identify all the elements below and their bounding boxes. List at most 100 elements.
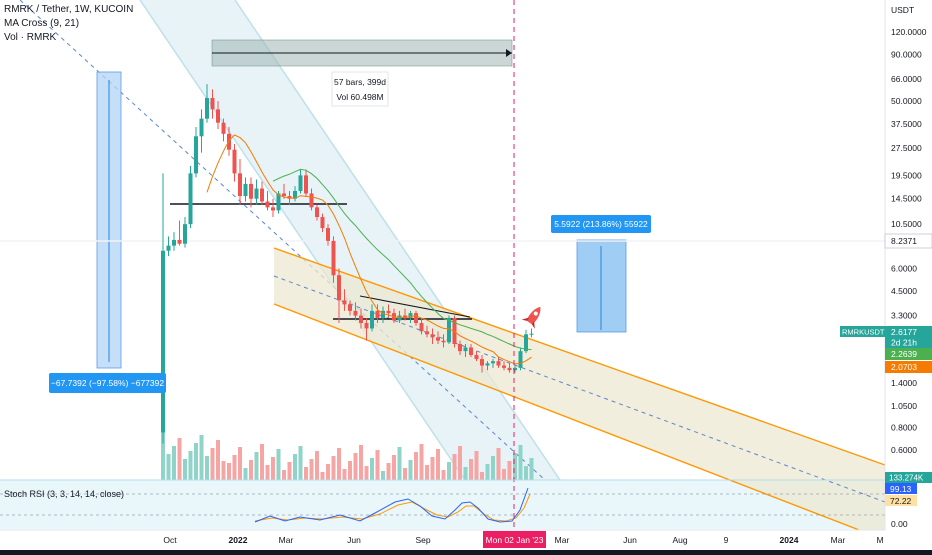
volume-bar bbox=[392, 455, 396, 480]
price-tick: 19.5000 bbox=[891, 170, 922, 180]
volume-bar bbox=[199, 435, 204, 480]
price-axis-bg bbox=[885, 0, 932, 550]
price-tick: 27.5000 bbox=[891, 143, 922, 153]
volume-bar bbox=[265, 465, 270, 480]
price-tick: 90.0000 bbox=[891, 50, 922, 60]
time-tick: 2024 bbox=[780, 535, 799, 545]
candle-body bbox=[403, 315, 407, 318]
time-tick: Oct bbox=[163, 535, 177, 545]
volume-bar bbox=[403, 468, 407, 480]
channel-upper-line bbox=[139, 0, 466, 481]
candle-body bbox=[414, 313, 418, 324]
volume-bar bbox=[496, 448, 501, 480]
symbol-tag-bg bbox=[840, 326, 885, 337]
volume-legend[interactable]: Vol · RMRK bbox=[4, 32, 57, 43]
candle-body bbox=[210, 97, 215, 110]
rise-measure-label: 5.5922 (213.86%) 55922 bbox=[554, 219, 648, 229]
stoch-d-value: 72.22 bbox=[890, 496, 912, 506]
volume-bar bbox=[298, 446, 303, 480]
volume-bar bbox=[441, 470, 446, 480]
range-arrow-head bbox=[506, 49, 512, 57]
candle-body bbox=[441, 340, 446, 343]
volume-bar bbox=[518, 445, 523, 480]
volume-bar bbox=[491, 456, 495, 480]
rise-label-bg bbox=[551, 215, 651, 233]
volume-bar bbox=[381, 471, 385, 480]
stoch-d-line bbox=[254, 493, 531, 522]
cursor-date-bg bbox=[483, 531, 546, 548]
volume-bar bbox=[260, 444, 264, 480]
volume-bar bbox=[243, 468, 248, 480]
symbol-title[interactable]: RMRK / Tether, 1W, KUCOIN bbox=[4, 4, 134, 15]
range-bars-label: 57 bars, 399d bbox=[334, 77, 386, 87]
candle-body bbox=[221, 122, 226, 134]
ma-fast-tag-bg bbox=[885, 361, 932, 373]
volume-bar bbox=[414, 452, 418, 480]
time-tick: 2022 bbox=[229, 535, 248, 545]
volume-bar bbox=[529, 458, 534, 480]
time-tick: Mar bbox=[279, 535, 294, 545]
volume-bar bbox=[386, 463, 391, 480]
candle-body bbox=[172, 239, 176, 246]
volume-bar bbox=[375, 450, 380, 480]
currency-label: USDT bbox=[891, 5, 914, 15]
candle-body bbox=[216, 109, 220, 123]
volume-bar bbox=[315, 451, 319, 480]
cursor-date-label: Mon 02 Jan '23 bbox=[486, 535, 544, 545]
stoch-pane-bg bbox=[0, 480, 885, 529]
range-label-bg bbox=[331, 71, 389, 107]
wedge-upper-line bbox=[273, 247, 886, 466]
volume-bar bbox=[320, 472, 325, 480]
volume-bar bbox=[485, 464, 490, 480]
volume-bar bbox=[452, 454, 457, 480]
wedge-trendline bbox=[359, 295, 471, 318]
candle-body bbox=[183, 224, 187, 244]
time-tick: Mar bbox=[555, 535, 570, 545]
volume-bar bbox=[238, 447, 242, 480]
rocket-window bbox=[533, 311, 538, 316]
volume-bar bbox=[282, 470, 286, 480]
volume-bar bbox=[287, 462, 292, 480]
volume-bar bbox=[397, 447, 402, 480]
candle-body bbox=[298, 175, 303, 191]
price-tick: 0.6000 bbox=[891, 445, 917, 455]
last-price-label: 2.6177 bbox=[891, 327, 917, 337]
ma-slow-value: 2.0703 bbox=[891, 362, 917, 372]
volume-value: 133.274K bbox=[889, 474, 924, 483]
price-tick: 66.0000 bbox=[891, 74, 922, 84]
candle-body bbox=[238, 173, 242, 197]
price-tick: 4.5000 bbox=[891, 286, 917, 296]
stoch-rsi-legend[interactable]: Stoch RSI (3, 3, 14, 14, close) bbox=[4, 489, 125, 499]
volume-bar bbox=[419, 444, 424, 480]
volume-bar bbox=[353, 453, 358, 480]
volume-tag-bg bbox=[885, 472, 932, 483]
candle-body bbox=[254, 188, 259, 199]
volume-bar bbox=[221, 461, 226, 480]
channel-mid-dashed bbox=[19, 0, 546, 481]
volume-bar bbox=[370, 458, 374, 480]
volume-bar bbox=[331, 456, 336, 480]
candle-body bbox=[463, 347, 468, 352]
volume-bar bbox=[210, 448, 215, 480]
candle-body bbox=[474, 355, 479, 360]
stoch-zero-label: 0.00 bbox=[891, 519, 908, 529]
time-tick: Jun bbox=[623, 535, 637, 545]
candle-body bbox=[502, 365, 506, 368]
level-label: 8.2371 bbox=[891, 236, 917, 246]
candle-body bbox=[276, 193, 281, 211]
volume-bar bbox=[480, 472, 484, 480]
candle-body bbox=[370, 310, 374, 329]
drawings-layer bbox=[0, 0, 886, 541]
time-tick: M bbox=[876, 535, 883, 545]
volume-bar bbox=[513, 453, 517, 480]
candle-body bbox=[430, 334, 435, 338]
rocket-icon bbox=[521, 306, 541, 329]
candle-body bbox=[452, 317, 457, 344]
volume-bar bbox=[342, 469, 347, 480]
candle-body bbox=[161, 250, 165, 433]
ma-cross-legend[interactable]: MA Cross (9, 21) bbox=[4, 18, 80, 29]
volume-bar bbox=[205, 456, 209, 480]
